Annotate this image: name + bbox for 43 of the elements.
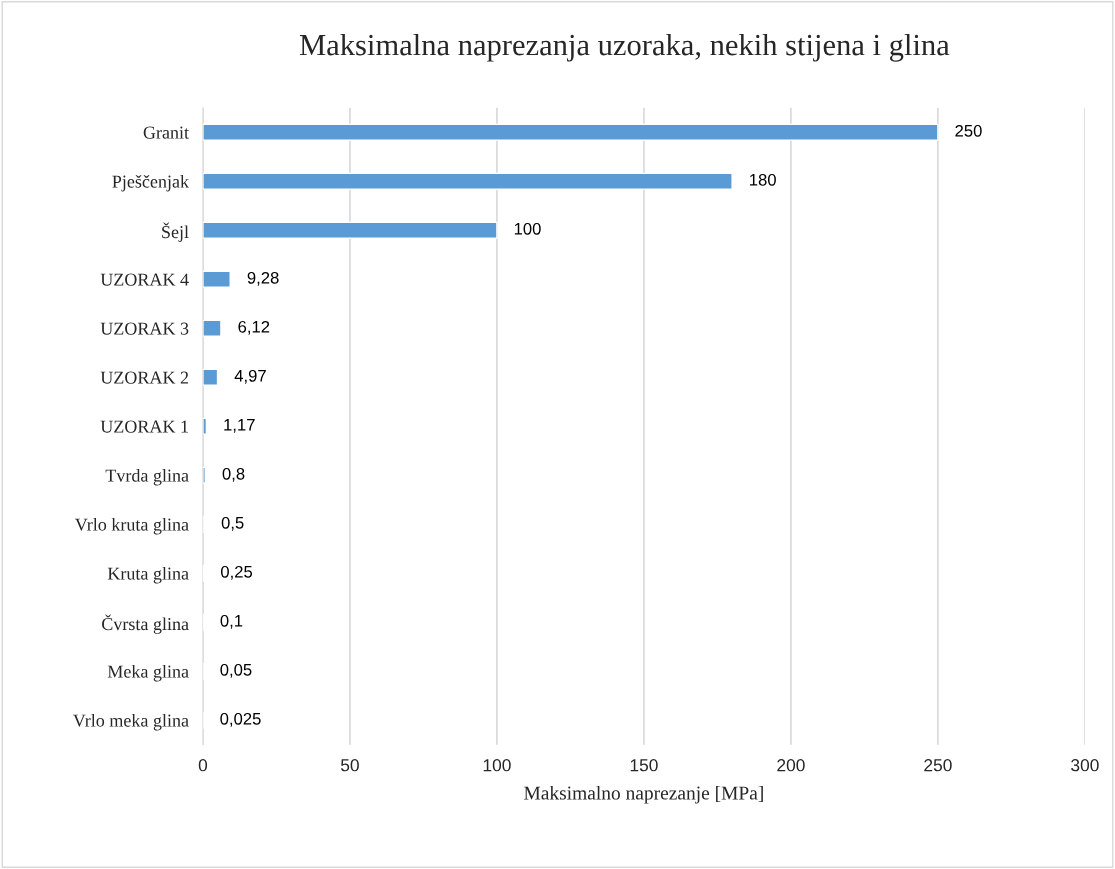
data-label: 6,12 <box>238 320 270 335</box>
x-tick-label: 250 <box>924 759 952 772</box>
y-tick-label: Pješčenjak <box>112 174 190 192</box>
y-tick-label: UZORAK 2 <box>100 371 189 384</box>
y-tick-label: Granit <box>143 126 189 139</box>
data-label: 0,5 <box>221 516 244 531</box>
bar <box>202 417 208 435</box>
y-tick-label: Vrlo kruta glina <box>75 517 189 535</box>
y-tick-label: UZORAK 1 <box>100 420 188 433</box>
bar <box>202 123 939 141</box>
x-tick-label: 0 <box>198 759 208 772</box>
y-tick-label: UZORAK 3 <box>100 322 189 335</box>
x-tick-label: 200 <box>777 759 805 772</box>
data-label: 0,25 <box>220 565 253 580</box>
y-tick-label: Tvrda glina <box>105 468 189 486</box>
x-tick-label: 100 <box>483 759 511 772</box>
data-label: 180 <box>750 173 776 186</box>
data-label: 0,05 <box>220 663 252 678</box>
bar <box>202 368 219 386</box>
data-label: 1,17 <box>224 419 255 433</box>
data-label: 0,025 <box>220 712 261 727</box>
data-label: 0,1 <box>220 614 243 629</box>
x-axis-title: Maksimalno naprezanje [MPa] <box>524 785 763 804</box>
y-tick-label: UZORAK 4 <box>100 273 189 286</box>
bar <box>202 319 222 337</box>
data-label: 9,28 <box>247 271 279 286</box>
y-tick-label: Čvrsta glina <box>102 614 189 634</box>
data-label: 100 <box>514 222 541 235</box>
chart-title: Maksimalna naprezanja uzoraka, nekih stijena i glina <box>299 33 950 62</box>
bar <box>202 466 206 484</box>
x-tick-label: 50 <box>340 759 359 772</box>
data-label: 4,97 <box>234 369 266 384</box>
x-tick-label: 300 <box>1071 759 1099 772</box>
data-label: 250 <box>955 124 982 137</box>
y-tick-label: Vrlo meka glina <box>73 713 189 731</box>
bar <box>202 172 733 190</box>
bar <box>202 270 231 288</box>
x-tick-label: 150 <box>630 759 658 772</box>
bar <box>202 221 498 239</box>
y-tick-label: Meka glina <box>107 664 189 682</box>
y-tick-label: Šejl <box>162 222 189 242</box>
y-tick-label: Kruta glina <box>107 566 189 584</box>
data-label: 0,8 <box>222 467 245 482</box>
